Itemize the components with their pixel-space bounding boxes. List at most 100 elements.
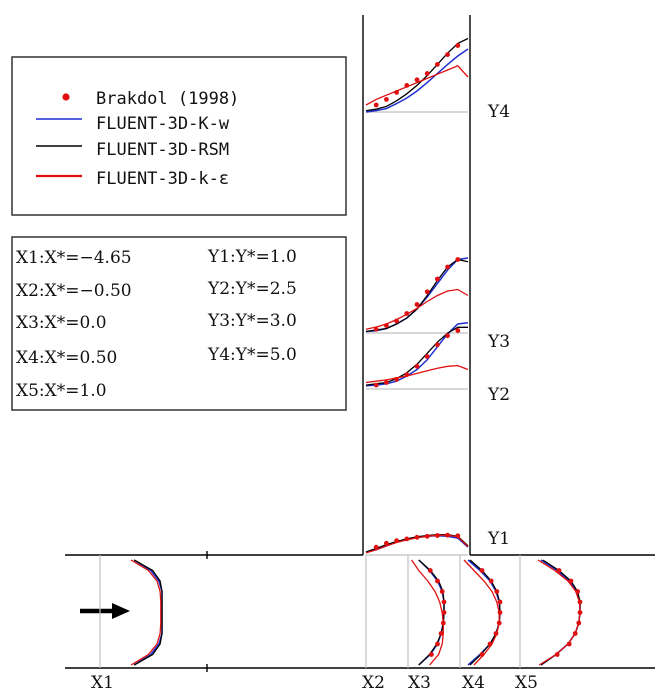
exp-point-y3 bbox=[455, 257, 461, 262]
exp-point-x5 bbox=[577, 599, 583, 605]
exp-point-x4 bbox=[479, 652, 485, 657]
exp-point-x4 bbox=[497, 610, 503, 615]
exp-point-x5 bbox=[554, 652, 560, 657]
x-station-def-4: X4:X*=0.50 bbox=[16, 348, 117, 368]
exp-point-y4 bbox=[455, 43, 461, 48]
exp-point-y4 bbox=[394, 90, 399, 95]
exp-point-x3 bbox=[439, 589, 445, 594]
station-label-y1: Y1 bbox=[487, 529, 510, 549]
exp-point-x3 bbox=[438, 631, 444, 636]
exp-point-y1 bbox=[424, 533, 430, 539]
exp-point-x4 bbox=[487, 641, 493, 647]
exp-point-x3 bbox=[440, 620, 446, 626]
legend-label-k-w: FLUENT-3D-K-w bbox=[96, 114, 230, 134]
profile-group-x1 bbox=[99, 555, 163, 668]
curve-k-w-x1 bbox=[133, 559, 163, 666]
profile-group-x5 bbox=[519, 555, 583, 668]
legend-frame bbox=[11, 56, 347, 216]
exp-point-x5 bbox=[577, 610, 583, 615]
exp-point-x5 bbox=[556, 568, 562, 573]
curve-k-eps-y2 bbox=[365, 364, 469, 384]
curve-rsm-y4 bbox=[365, 37, 469, 112]
exp-point-y4 bbox=[445, 52, 450, 57]
exp-point-y3 bbox=[414, 302, 420, 307]
legend-label-rsm: FLUENT-3D-RSM bbox=[96, 140, 229, 160]
exp-point-x4 bbox=[479, 568, 485, 573]
curve-rsm-y2 bbox=[365, 326, 468, 386]
exp-point-y1 bbox=[455, 533, 461, 539]
station-label-y3: Y3 bbox=[487, 332, 510, 352]
exp-point-y4 bbox=[373, 102, 379, 108]
curve-k-eps-x3 bbox=[411, 559, 444, 666]
exp-point-y2 bbox=[394, 376, 399, 382]
exp-point-y2 bbox=[435, 342, 440, 348]
exp-point-y2 bbox=[424, 354, 430, 359]
exp-point-x5 bbox=[575, 589, 580, 594]
exp-point-x4 bbox=[496, 620, 502, 626]
exp-point-x3 bbox=[441, 610, 447, 615]
x-station-def-2: X2:X*=−0.50 bbox=[16, 281, 132, 301]
exp-point-y4 bbox=[404, 83, 410, 88]
exp-point-y3 bbox=[404, 311, 410, 316]
exp-point-y4 bbox=[424, 71, 430, 76]
exp-point-y1 bbox=[394, 538, 399, 544]
curve-rsm-x1 bbox=[133, 559, 163, 666]
legend-label-experiment: Brakdol (1998) bbox=[96, 89, 239, 109]
y-station-def-3: Y3:Y*=3.0 bbox=[207, 311, 297, 331]
profile-group-x3 bbox=[407, 555, 447, 668]
exp-point-y2 bbox=[404, 372, 410, 378]
exp-point-y3 bbox=[424, 289, 430, 295]
exp-point-y1 bbox=[404, 536, 410, 542]
profile-group-y3 bbox=[365, 257, 469, 334]
x-station-def-1: X1:X*=−4.65 bbox=[16, 248, 132, 268]
curve-k-eps-x1 bbox=[130, 559, 162, 666]
exp-point-y3 bbox=[435, 276, 440, 282]
legend-marker-experiment bbox=[62, 93, 70, 101]
exp-point-y1 bbox=[384, 540, 389, 546]
x-station-def-3: X3:X*=0.0 bbox=[16, 313, 107, 333]
exp-point-x3 bbox=[435, 578, 440, 584]
curve-k-eps-y3 bbox=[365, 288, 469, 330]
x-station-def-5: X5:X*=1.0 bbox=[16, 381, 107, 401]
exp-point-y4 bbox=[384, 97, 389, 102]
curve-k-eps-y4 bbox=[365, 65, 469, 106]
curve-rsm-y3 bbox=[365, 258, 469, 333]
profile-group-x4 bbox=[459, 555, 503, 668]
legend-label-k-eps: FLUENT-3D-k-ε bbox=[96, 169, 229, 189]
station-label-y2: Y2 bbox=[487, 385, 510, 405]
exp-point-y3 bbox=[394, 318, 399, 324]
exp-point-y2 bbox=[455, 328, 461, 333]
profile-curves bbox=[99, 37, 583, 668]
profile-group-y2 bbox=[365, 321, 469, 390]
station-box-frame bbox=[11, 236, 347, 411]
exp-point-y4 bbox=[414, 77, 420, 83]
station-label-x2: X2 bbox=[362, 673, 385, 691]
y-station-def-1: Y1:Y*=1.0 bbox=[207, 247, 297, 267]
exp-point-x5 bbox=[576, 620, 582, 626]
legend: Brakdol (1998) FLUENT-3D-K-w FLUENT-3D-R… bbox=[11, 56, 347, 216]
exp-point-y2 bbox=[445, 333, 450, 339]
flow-direction-arrow-icon bbox=[80, 603, 130, 619]
exp-point-x3 bbox=[429, 652, 434, 657]
curve-k-eps-x5 bbox=[537, 559, 581, 666]
exp-point-x3 bbox=[435, 641, 440, 647]
exp-point-y2 bbox=[414, 363, 420, 369]
exp-point-x4 bbox=[497, 599, 503, 605]
curve-k-w-y4 bbox=[365, 48, 469, 113]
exp-point-y3 bbox=[445, 264, 450, 270]
station-label-x5: X5 bbox=[515, 673, 538, 691]
exp-point-y3 bbox=[384, 323, 389, 328]
exp-point-x4 bbox=[494, 589, 500, 594]
curve-k-w-x4 bbox=[467, 559, 501, 666]
duct-geometry bbox=[65, 15, 655, 669]
profile-group-y4 bbox=[365, 37, 469, 113]
exp-point-x4 bbox=[493, 631, 499, 636]
exp-point-y1 bbox=[414, 534, 420, 540]
exp-point-x3 bbox=[441, 599, 447, 605]
exp-point-y2 bbox=[373, 382, 379, 388]
station-label-y4: Y4 bbox=[487, 102, 510, 122]
exp-point-x5 bbox=[572, 631, 578, 636]
exp-point-y1 bbox=[435, 533, 440, 538]
y-station-def-4: Y4:Y*=5.0 bbox=[207, 345, 297, 365]
